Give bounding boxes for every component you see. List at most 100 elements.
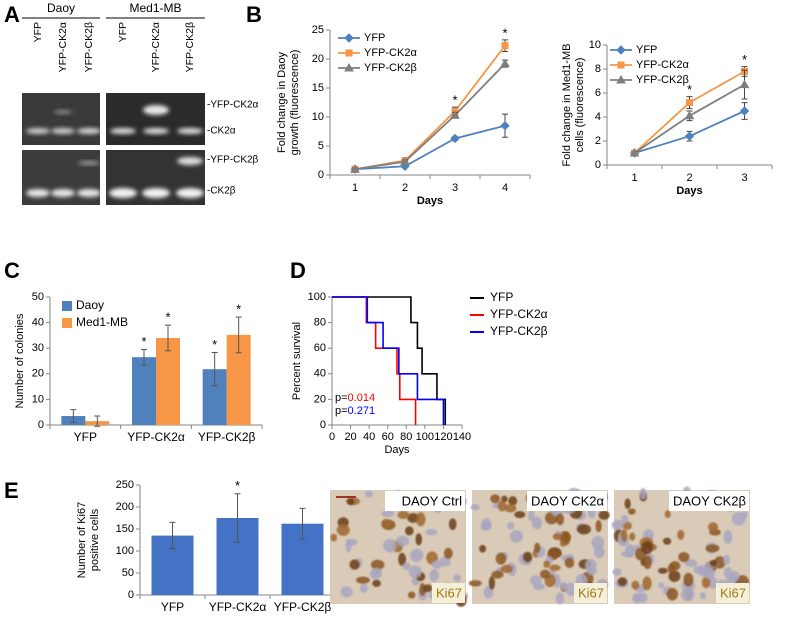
nucleus <box>677 529 685 540</box>
legend-label: YFP-CK2β <box>636 74 689 86</box>
y-tick-label: 2 <box>595 135 601 147</box>
x-tick-label: 40 <box>363 431 375 443</box>
lane-label: YFP-CK2β <box>184 22 196 72</box>
blot-band <box>51 128 75 134</box>
blot-band <box>143 105 169 115</box>
nucleus <box>680 588 695 602</box>
nucleus <box>443 547 453 559</box>
nucleus <box>621 514 629 524</box>
nucleus <box>663 537 672 545</box>
y-tick-label: 30 <box>32 342 44 354</box>
blot-band <box>110 128 136 134</box>
nucleus <box>559 539 566 547</box>
nucleus <box>552 551 562 558</box>
nucleus <box>531 516 543 530</box>
blot-panel <box>106 93 205 145</box>
nucleus <box>707 522 719 532</box>
nucleus <box>643 555 652 570</box>
x-tick-label: 80 <box>400 431 412 443</box>
error-bar <box>211 352 218 387</box>
nucleus <box>723 554 731 565</box>
nucleus <box>383 538 397 553</box>
y-tick-label: 0 <box>128 589 134 601</box>
x-tick-label: YFP-CK2β <box>198 430 256 444</box>
error-bar <box>141 348 147 366</box>
nucleus <box>330 533 338 542</box>
x-tick-label: 2 <box>686 172 692 184</box>
marker <box>616 45 626 55</box>
nucleus <box>564 557 575 569</box>
nucleus <box>705 544 720 553</box>
nucleus <box>470 504 480 511</box>
y-tick-label: 15 <box>312 82 324 94</box>
legend-label: YFP-CK2α <box>364 47 417 59</box>
y-tick-label: 200 <box>116 501 134 513</box>
nucleus <box>364 490 373 498</box>
nucleus <box>625 544 635 558</box>
y-tick-label: 5 <box>318 140 324 152</box>
legend-label: YFP-CK2α <box>490 307 548 321</box>
y-tick-label: 4 <box>595 111 601 123</box>
error-bar <box>94 415 101 427</box>
y-tick-label: 50 <box>122 567 134 579</box>
nucleus <box>415 533 423 546</box>
nucleus <box>415 512 426 527</box>
nucleus <box>410 548 424 562</box>
x-tick-label: 1 <box>631 172 637 184</box>
y-tick-label: 250 <box>116 479 134 491</box>
marker <box>400 156 410 166</box>
nucleus <box>425 529 438 536</box>
nucleus <box>528 510 535 522</box>
blot-band <box>26 128 50 134</box>
panel-label: C <box>4 258 20 283</box>
y-tick-label: 20 <box>312 53 324 65</box>
nucleus <box>631 580 640 590</box>
nucleus <box>397 510 410 520</box>
blot-band <box>142 188 170 198</box>
nucleus <box>620 528 628 543</box>
nucleus <box>555 592 565 605</box>
panel-label: D <box>290 258 306 283</box>
nucleus <box>591 536 605 550</box>
nucleus <box>423 584 433 593</box>
x-tick-label: 100 <box>416 431 434 443</box>
legend-swatch <box>62 318 72 328</box>
lane-label: YFP-CK2β <box>83 22 95 72</box>
y-tick-label: 100 <box>116 545 134 557</box>
legend-label: YFP-CK2β <box>490 324 548 338</box>
bar <box>156 337 180 425</box>
label-box <box>669 491 749 511</box>
marker <box>739 79 750 89</box>
y-tick-label: 20 <box>32 368 44 380</box>
blot-group-label: Med1-MB <box>129 1 181 15</box>
line <box>354 63 506 171</box>
nucleus <box>611 519 624 531</box>
x-tick-label: YFP-CK2α <box>127 430 185 444</box>
x-tick-label: 0 <box>329 431 335 443</box>
p-number: 0.271 <box>348 405 376 417</box>
y-tick-label: 10 <box>589 39 601 51</box>
y-tick-label: 10 <box>32 393 44 405</box>
error-bar <box>234 493 241 543</box>
x-tick-label: 1 <box>352 182 358 194</box>
stain-label: Ki67 <box>720 585 746 600</box>
nucleus <box>495 552 507 565</box>
nucleus <box>658 582 665 589</box>
blot-band <box>176 188 204 198</box>
marker <box>739 106 750 116</box>
blot-band <box>77 128 101 134</box>
nucleus <box>453 574 462 582</box>
x-tick-label: 2 <box>402 182 408 194</box>
nucleus <box>549 564 561 571</box>
panel-label: B <box>246 2 262 27</box>
nucleus <box>340 586 353 598</box>
y-tick-label: 0 <box>318 169 324 181</box>
nucleus <box>641 541 654 555</box>
nucleus <box>345 539 352 553</box>
survival-curve <box>332 296 445 425</box>
nucleus <box>552 574 561 588</box>
micrograph-label: DAOY Ctrl <box>402 493 463 508</box>
nucleus <box>529 575 542 586</box>
significance-star: * <box>141 334 146 349</box>
lane-label: YFP <box>32 22 44 42</box>
